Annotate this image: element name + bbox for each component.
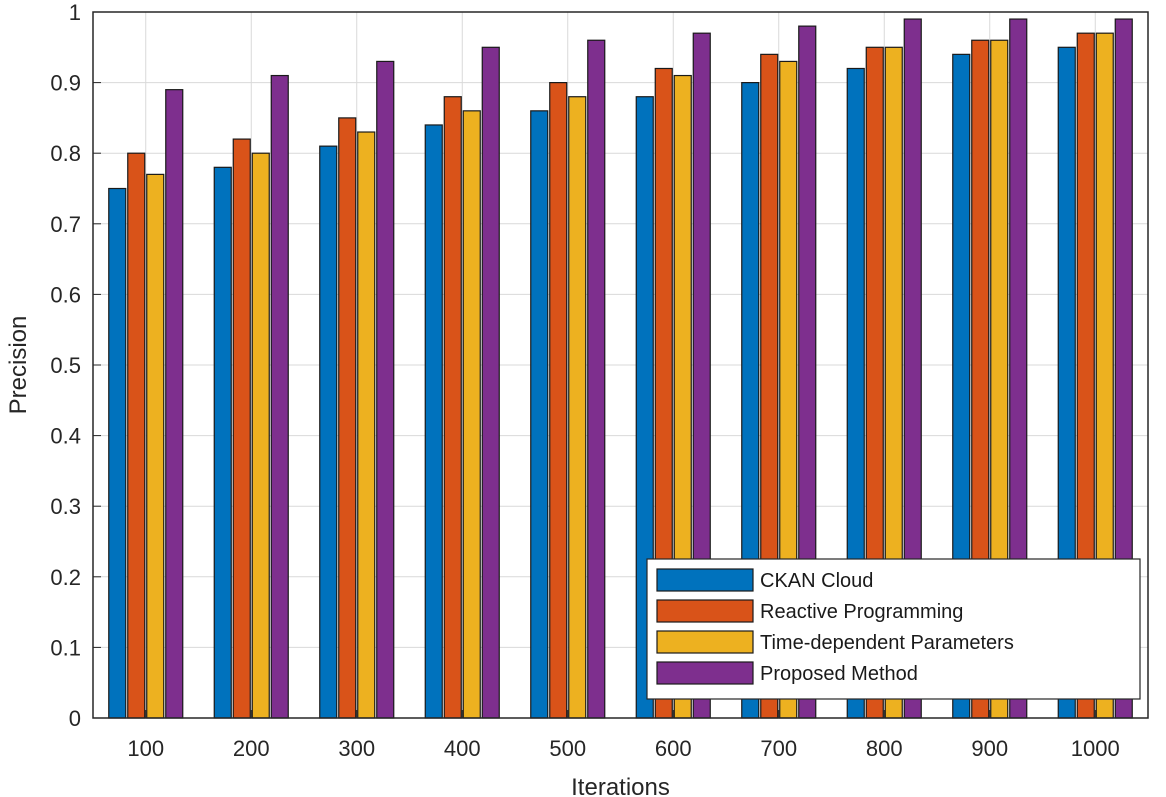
legend-label-proposed-method: Proposed Method <box>760 663 918 685</box>
x-tick-label: 100 <box>127 736 164 761</box>
bar-time-dependent-parameters-500 <box>568 96 587 719</box>
x-tick-label: 400 <box>444 736 481 761</box>
bar-proposed-method-200 <box>270 74 289 719</box>
bar-proposed-method-400 <box>481 46 500 719</box>
x-tick-label: 1000 <box>1071 736 1120 761</box>
legend-swatch-reactive-programming <box>656 599 754 623</box>
bar-ckan-cloud-400 <box>424 124 443 719</box>
x-tick-label: 500 <box>549 736 586 761</box>
bar-proposed-method-300 <box>376 60 395 719</box>
bar-time-dependent-parameters-200 <box>251 152 270 719</box>
y-tick-label: 1 <box>69 0 81 25</box>
y-tick-label: 0.2 <box>50 565 81 590</box>
x-tick-label: 600 <box>655 736 692 761</box>
y-axis-label: Precision <box>5 316 32 415</box>
bar-proposed-method-500 <box>587 39 606 719</box>
bar-ckan-cloud-200 <box>213 166 232 719</box>
x-tick-label: 300 <box>338 736 375 761</box>
y-tick-label: 0.5 <box>50 353 81 378</box>
y-tick-label: 0.1 <box>50 635 81 660</box>
y-tick-label: 0.9 <box>50 71 81 96</box>
legend-swatch-ckan-cloud <box>656 568 754 592</box>
bar-ckan-cloud-500 <box>530 110 549 719</box>
y-tick-label: 0.4 <box>50 424 81 449</box>
bar-reactive-programming-100 <box>127 152 146 719</box>
bar-time-dependent-parameters-300 <box>357 131 376 719</box>
bar-reactive-programming-300 <box>338 117 357 719</box>
bar-reactive-programming-500 <box>549 81 568 719</box>
bar-reactive-programming-400 <box>443 96 462 719</box>
y-tick-label: 0.6 <box>50 282 81 307</box>
legend-label-time-dependent-parameters: Time-dependent Parameters <box>760 632 1014 654</box>
legend-swatch-proposed-method <box>656 661 754 685</box>
legend-swatch-time-dependent-parameters <box>656 630 754 654</box>
x-tick-label: 700 <box>760 736 797 761</box>
tick-labels: 0 0.1 0.2 0.3 0.4 0.5 0.6 0.7 0.8 0.9 1 100 200 300 40… <box>50 0 1119 761</box>
x-axis-label: Iterations <box>571 774 670 797</box>
x-tick-label: 900 <box>971 736 1008 761</box>
bar-ckan-cloud-100 <box>108 187 127 719</box>
y-tick-label: 0.8 <box>50 141 81 166</box>
bar-time-dependent-parameters-100 <box>146 173 165 719</box>
bar-reactive-programming-200 <box>232 138 251 719</box>
y-tick-label: 0.3 <box>50 494 81 519</box>
legend-label-ckan-cloud: CKAN Cloud <box>760 570 873 592</box>
y-tick-label: 0.7 <box>50 212 81 237</box>
bar-time-dependent-parameters-400 <box>462 110 481 719</box>
y-tick-label: 0 <box>69 706 81 731</box>
legend: CKAN Cloud Reactive Programming Time-depen… <box>646 558 1141 700</box>
x-tick-label: 800 <box>866 736 903 761</box>
x-tick-label: 200 <box>233 736 270 761</box>
bar-ckan-cloud-300 <box>319 145 338 719</box>
bar-proposed-method-100 <box>165 89 184 719</box>
legend-label-reactive-programming: Reactive Programming <box>760 601 963 623</box>
